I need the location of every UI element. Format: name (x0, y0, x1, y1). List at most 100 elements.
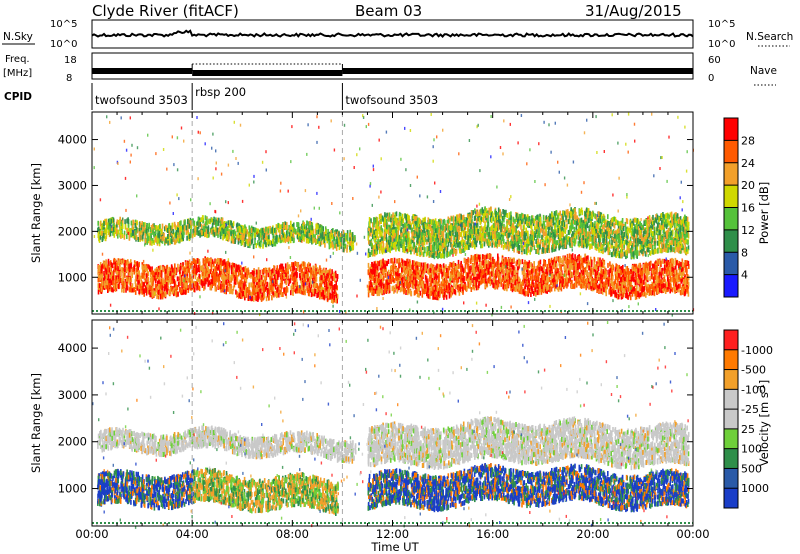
rti-cell (284, 288, 287, 294)
rti-cell (108, 284, 111, 290)
rti-cell (226, 234, 229, 240)
rti-cell (236, 275, 239, 281)
rti-cell (193, 222, 195, 228)
rti-cell (215, 276, 218, 282)
rti-cell (149, 227, 152, 233)
rti-cell (558, 261, 561, 267)
rti-cell (198, 217, 201, 223)
rti-cell (568, 274, 570, 279)
rti-cell (169, 286, 172, 292)
rti-cell (636, 284, 638, 290)
rti-cell (290, 220, 292, 226)
rti-cell (198, 267, 201, 273)
rti-cell (284, 278, 286, 284)
rti-cell (304, 266, 306, 272)
rti-cell (293, 265, 296, 271)
rti-cell (159, 272, 162, 278)
rti-cell (339, 241, 342, 247)
rti-cell (115, 265, 117, 271)
rti-cell (247, 269, 250, 275)
rti-cell (238, 223, 240, 229)
rti-cell (128, 267, 131, 273)
rti-cell (277, 271, 280, 276)
rti-cell (672, 262, 674, 268)
rti-cell (310, 269, 313, 275)
rti-cell (316, 267, 319, 273)
rti-cell (224, 223, 227, 229)
rti-cell (123, 263, 126, 269)
rti-cell (156, 269, 158, 275)
rti-cell (109, 268, 111, 274)
rti-cell (261, 280, 263, 286)
rti-cell (148, 282, 150, 288)
rti-cell (101, 272, 103, 278)
rti-cell (152, 277, 155, 283)
rti-cell (105, 231, 108, 237)
rti-cell (198, 262, 200, 268)
rti-cell (146, 268, 149, 273)
rti-cell (537, 286, 540, 292)
rti-cell (626, 281, 629, 287)
rti-cell (479, 265, 481, 271)
rti-cell (198, 221, 200, 227)
rti-cell (309, 276, 311, 282)
rti-cell (661, 288, 663, 294)
rti-cell (131, 271, 133, 277)
rti-cell (265, 271, 268, 277)
rti-cell (490, 257, 492, 263)
rti-cell (520, 281, 523, 287)
beam-label: Beam 03 (355, 2, 422, 20)
rti-cell (284, 263, 287, 269)
rti-cell (105, 284, 108, 290)
rti-cell (231, 289, 234, 295)
rti-cell (254, 227, 257, 233)
rti-cell (237, 232, 239, 238)
rti-cell (285, 272, 287, 278)
rti-cell (614, 279, 617, 284)
rti-cell (629, 281, 631, 286)
rti-cell (307, 267, 310, 273)
rti-cell (260, 237, 262, 243)
rti-cell (334, 231, 336, 237)
rti-cell (135, 283, 137, 289)
rti-cell (488, 264, 491, 270)
rti-cell (343, 237, 346, 243)
rti-cell (171, 289, 174, 295)
rti-cell (181, 287, 183, 293)
rti-cell (594, 278, 596, 284)
rti-cell (220, 220, 222, 226)
rti-cell (675, 264, 677, 270)
rti-cell (107, 285, 110, 291)
rti-cell (228, 269, 230, 275)
rti-cell (447, 281, 449, 287)
rti-cell (126, 234, 128, 239)
rti-cell (309, 231, 312, 237)
rti-cell (410, 266, 413, 272)
rti-cell (112, 227, 115, 232)
rti-cell (322, 294, 325, 300)
rti-cell (223, 284, 225, 290)
freq-tick-top: 18 (64, 55, 77, 66)
rti-cell (314, 234, 316, 240)
rti-cell (154, 278, 157, 284)
rti-cell (163, 292, 165, 298)
rti-cell (297, 288, 300, 294)
rti-cell (284, 270, 286, 275)
rti-cell (321, 231, 324, 237)
nsky-panel-frame (91, 19, 694, 49)
rti-cell (179, 287, 181, 293)
rti-cell (146, 227, 149, 233)
rti-cell (186, 235, 188, 241)
rti-cell (97, 269, 99, 275)
rti-cell (509, 262, 511, 268)
rti-cell (301, 273, 303, 279)
rti-cell (147, 277, 149, 283)
rti-cell (302, 282, 305, 288)
rti-cell (203, 285, 205, 291)
rti-cell (391, 265, 394, 271)
rti-cell (193, 268, 196, 274)
rti-cell (246, 229, 248, 235)
rti-cell (554, 286, 556, 292)
rti-cell (207, 228, 209, 234)
rti-cell (217, 220, 219, 226)
